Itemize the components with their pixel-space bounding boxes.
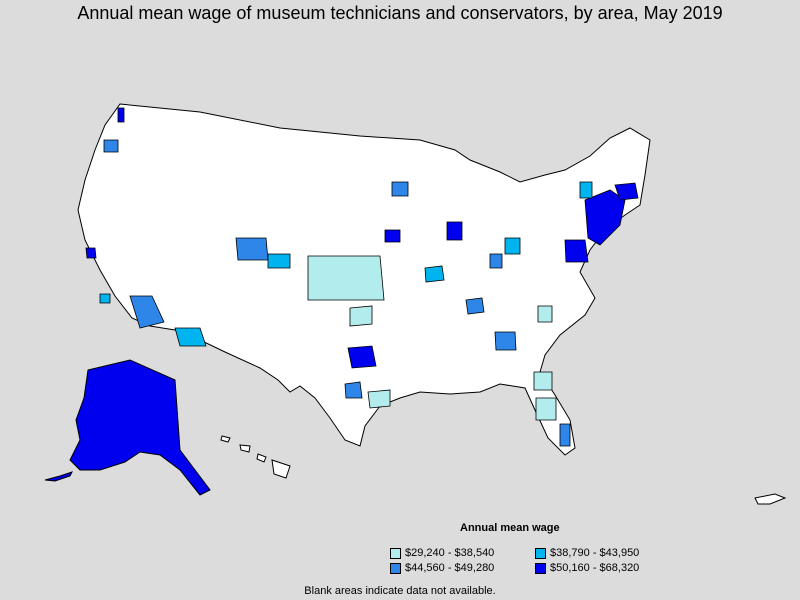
area-columbus	[504, 237, 521, 255]
puerto-rico	[754, 493, 787, 505]
area-florida-north	[533, 371, 553, 391]
area-oklahoma	[349, 305, 373, 327]
area-atlanta	[494, 331, 517, 351]
legend-item-1: $29,240 - $38,540	[390, 547, 494, 559]
hawaii	[220, 435, 291, 479]
area-virginia	[537, 305, 553, 323]
area-tampa	[535, 397, 557, 421]
area-dallas	[347, 345, 377, 369]
area-texas-coast	[367, 389, 391, 409]
area-portland	[103, 139, 119, 153]
area-phoenix	[129, 295, 165, 329]
alaska-islands	[44, 471, 73, 482]
legend-title: Annual mean wage	[460, 522, 560, 534]
legend-label-4: $50,160 - $68,320	[550, 562, 640, 574]
metro-areas	[85, 107, 639, 447]
area-denver	[235, 237, 269, 261]
area-seattle	[117, 107, 125, 123]
area-miami	[559, 423, 571, 447]
alaska	[69, 359, 211, 496]
area-colorado-springs	[267, 253, 291, 269]
area-madison	[391, 181, 409, 197]
area-kansas	[307, 255, 385, 301]
area-northeast	[584, 189, 626, 246]
legend-label-2: $38,790 - $43,950	[550, 547, 640, 559]
area-louisville	[489, 253, 503, 269]
legend-item-3: $44,560 - $49,280	[390, 562, 494, 574]
area-chicago	[446, 221, 463, 241]
legend-item-4: $50,160 - $68,320	[535, 562, 639, 574]
legend-swatch-3	[390, 562, 401, 574]
area-sf-bay	[85, 247, 97, 259]
area-nashville	[465, 297, 485, 315]
area-minneapolis	[384, 229, 401, 243]
area-houston	[344, 381, 363, 399]
area-kansas-city	[424, 265, 445, 283]
map-title: Annual mean wage of museum technicians a…	[77, 3, 723, 23]
legend-label-3: $44,560 - $49,280	[405, 562, 495, 574]
area-albany	[579, 181, 593, 199]
legend-label-1: $29,240 - $38,540	[405, 547, 495, 559]
area-tucson	[174, 327, 207, 347]
legend-swatch-4	[535, 562, 546, 574]
legend-swatch-1	[390, 547, 401, 559]
legend-swatch-2	[535, 547, 546, 559]
area-boston	[614, 182, 639, 201]
area-dc	[564, 239, 589, 263]
footnote: Blank areas indicate data not available.	[304, 585, 496, 597]
legend-item-2: $38,790 - $43,950	[535, 547, 639, 559]
area-los-angeles	[99, 293, 111, 304]
